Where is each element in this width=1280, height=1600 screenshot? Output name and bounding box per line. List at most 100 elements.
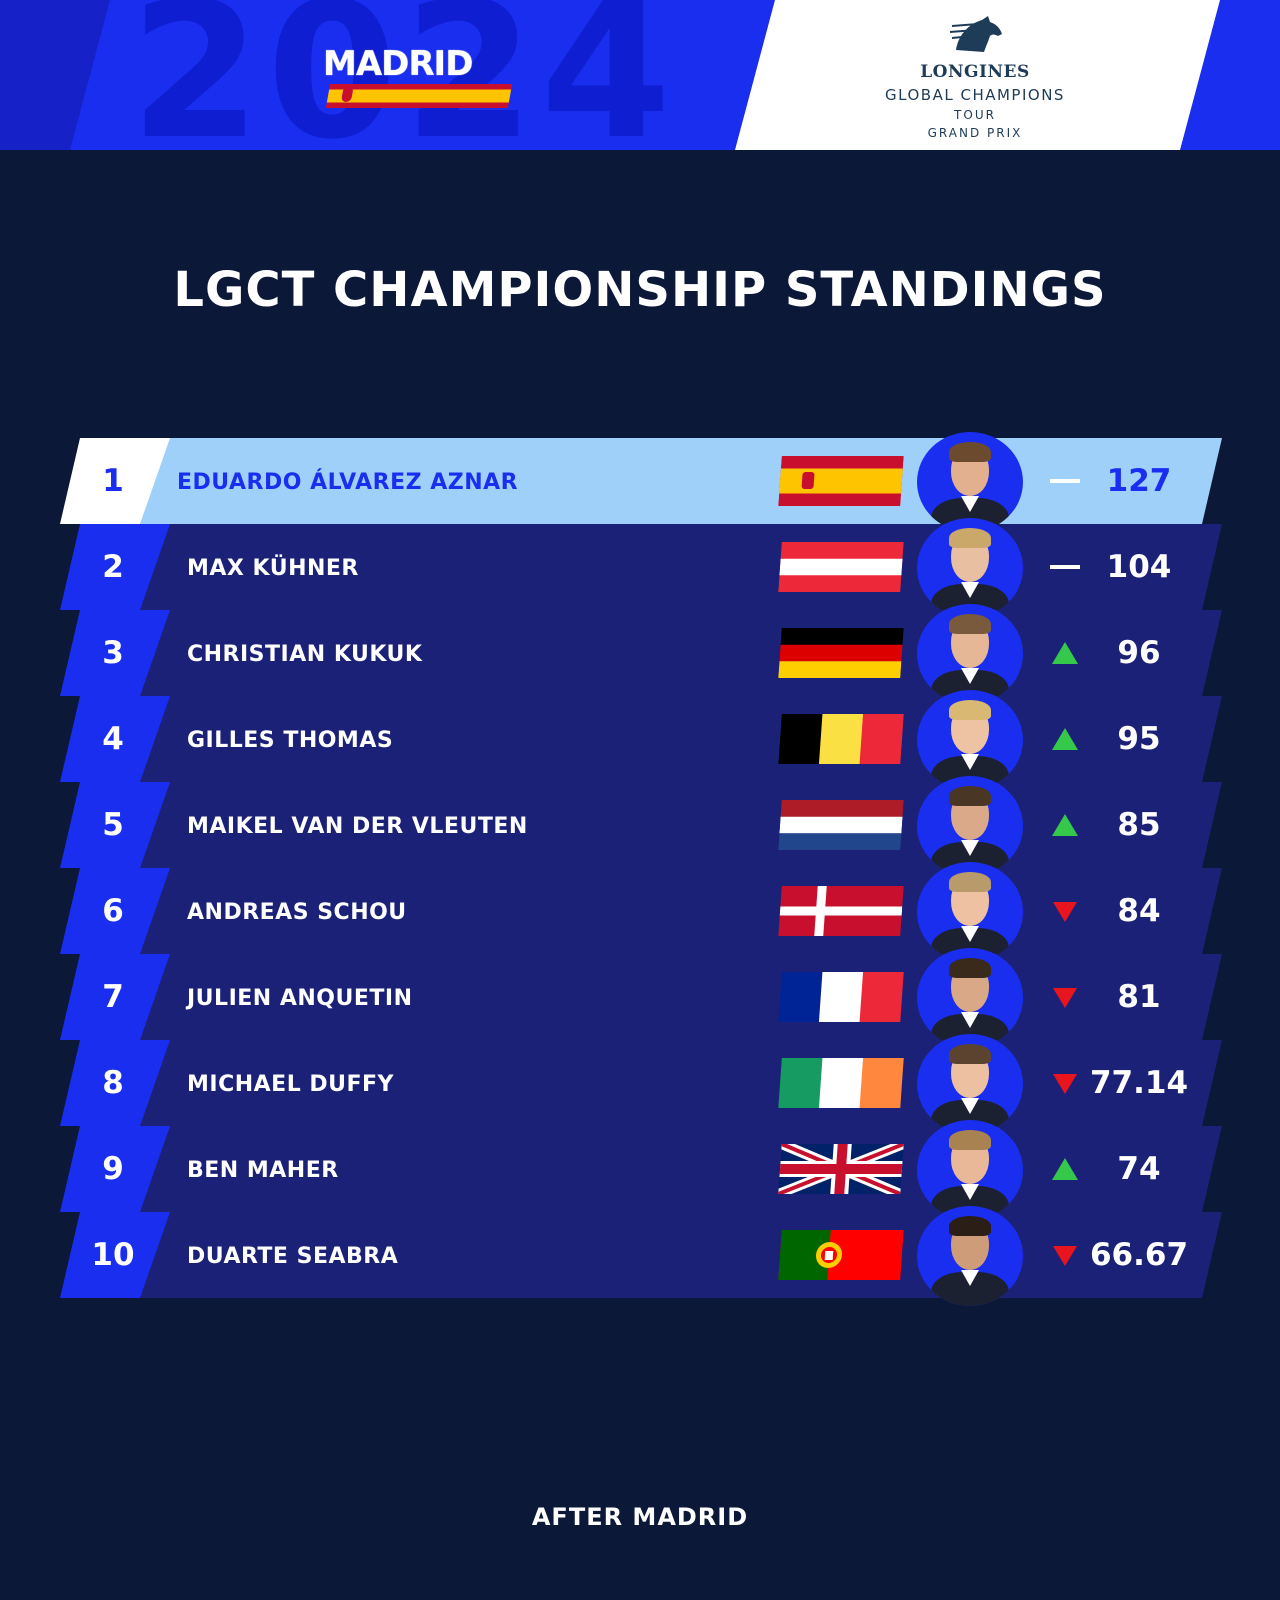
standing-row: 5 MAIKEL VAN DER VLEUTEN 85 (0, 776, 1280, 876)
trend-down-icon (1053, 1074, 1077, 1094)
rider-points: 66.67 (1089, 1237, 1189, 1273)
rank-number: 3 (102, 635, 124, 671)
rider-name: MICHAEL DUFFY (187, 1072, 394, 1097)
event-city: MADRID (323, 44, 473, 84)
row-bar (140, 610, 1222, 696)
standing-row: 10 DUARTE SEABRA 66.67 (0, 1206, 1280, 1306)
rider-name: JULIEN ANQUETIN (187, 986, 413, 1011)
logo-line-tour: TOUR (954, 108, 996, 122)
germany-flag-icon (778, 628, 904, 678)
rider-points: 74 (1117, 1151, 1161, 1187)
rider-points: 127 (1106, 463, 1172, 499)
rider-points: 77.14 (1089, 1065, 1189, 1101)
row-bar (140, 1212, 1222, 1298)
row-bar (140, 696, 1222, 782)
trend-indicator (1050, 782, 1080, 868)
rank-number: 2 (102, 549, 124, 585)
standing-row: 8 MICHAEL DUFFY 77.14 (0, 1034, 1280, 1134)
portugal-flag-icon (778, 1230, 904, 1280)
rider-avatar (917, 690, 1023, 790)
rider-avatar (917, 1120, 1023, 1220)
trend-down-icon (1053, 902, 1077, 922)
trend-indicator (1050, 1126, 1080, 1212)
standing-row: 3 CHRISTIAN KUKUK 96 (0, 604, 1280, 704)
rider-points: 96 (1117, 635, 1161, 671)
rank-number: 5 (102, 807, 124, 843)
rider-points: 81 (1117, 979, 1161, 1015)
rider-avatar (917, 776, 1023, 876)
rank-number: 8 (102, 1065, 124, 1101)
row-bar (140, 1040, 1222, 1126)
header-banner: 2024 MADRID LONGINES GLOBAL CHAMPIONS TO… (0, 0, 1280, 150)
rank-number: 10 (91, 1237, 135, 1273)
standings-table: 1 EDUARDO ÁLVAREZ AZNAR 127 2 MAX KÜHNER… (0, 432, 1280, 1318)
trend-indicator (1050, 524, 1080, 610)
rank-number: 6 (102, 893, 124, 929)
rank-number: 4 (102, 721, 124, 757)
row-bar (140, 868, 1222, 954)
row-bar (140, 782, 1222, 868)
rider-name: BEN MAHER (187, 1158, 339, 1183)
rank-number: 9 (102, 1151, 124, 1187)
horse-head-icon (949, 16, 1002, 52)
standing-row: 7 JULIEN ANQUETIN 81 (0, 948, 1280, 1048)
logo-line-global-champions: GLOBAL CHAMPIONS (885, 86, 1065, 104)
rider-name: CHRISTIAN KUKUK (187, 642, 423, 667)
trend-up-icon (1052, 814, 1078, 836)
netherlands-flag-icon (778, 800, 904, 850)
trend-indicator (1050, 954, 1080, 1040)
rider-name: ANDREAS SCHOU (187, 900, 407, 925)
belgium-flag-icon (778, 714, 904, 764)
trend-up-icon (1052, 728, 1078, 750)
rider-avatar (917, 604, 1023, 704)
trend-down-icon (1053, 988, 1077, 1008)
footer-caption: AFTER MADRID (531, 1503, 749, 1531)
france-flag-icon (778, 972, 904, 1022)
trend-indicator (1050, 610, 1080, 696)
trend-unchanged-icon (1050, 479, 1080, 483)
rider-points: 85 (1117, 807, 1161, 843)
trend-indicator (1050, 1040, 1080, 1126)
rider-points: 95 (1117, 721, 1161, 757)
rider-avatar (917, 1206, 1023, 1306)
denmark-flag-icon (778, 886, 904, 936)
standing-row: 9 BEN MAHER 74 (0, 1120, 1280, 1220)
row-bar (140, 1126, 1222, 1212)
trend-indicator (1050, 696, 1080, 782)
rider-avatar (917, 432, 1023, 532)
uk-flag-icon (778, 1144, 904, 1194)
logo-line-grand-prix: GRAND PRIX (927, 126, 1023, 140)
trend-up-icon (1052, 642, 1078, 664)
rider-name: GILLES THOMAS (187, 728, 394, 753)
rider-points: 84 (1117, 893, 1161, 929)
trend-indicator (1050, 1212, 1080, 1298)
austria-flag-icon (778, 542, 904, 592)
rider-points: 104 (1106, 549, 1172, 585)
standing-row: 6 ANDREAS SCHOU 84 (0, 862, 1280, 962)
year-watermark: 2024 (130, 0, 678, 150)
row-bar (140, 524, 1222, 610)
standing-row: 1 EDUARDO ÁLVAREZ AZNAR 127 (0, 432, 1280, 532)
rider-avatar (917, 948, 1023, 1048)
spain-flag-icon (325, 84, 513, 108)
rider-name: MAIKEL VAN DER VLEUTEN (187, 814, 528, 839)
spain-flag-icon (778, 456, 904, 506)
row-bar (140, 954, 1222, 1040)
rider-name: EDUARDO ÁLVAREZ AZNAR (177, 470, 519, 495)
row-bar (140, 438, 1222, 524)
rider-avatar (917, 518, 1023, 618)
standing-row: 4 GILLES THOMAS 95 (0, 690, 1280, 790)
rider-name: DUARTE SEABRA (187, 1244, 399, 1269)
trend-unchanged-icon (1050, 565, 1080, 569)
trend-up-icon (1052, 1158, 1078, 1180)
rider-name: MAX KÜHNER (187, 556, 359, 581)
trend-down-icon (1053, 1246, 1077, 1266)
page-title: LGCT CHAMPIONSHIP STANDINGS (173, 262, 1107, 318)
trend-indicator (1050, 438, 1080, 524)
standing-row: 2 MAX KÜHNER 104 (0, 518, 1280, 618)
trend-indicator (1050, 868, 1080, 954)
rider-avatar (917, 1034, 1023, 1134)
rank-number: 1 (102, 463, 124, 499)
ireland-flag-icon (778, 1058, 904, 1108)
rider-avatar (917, 862, 1023, 962)
